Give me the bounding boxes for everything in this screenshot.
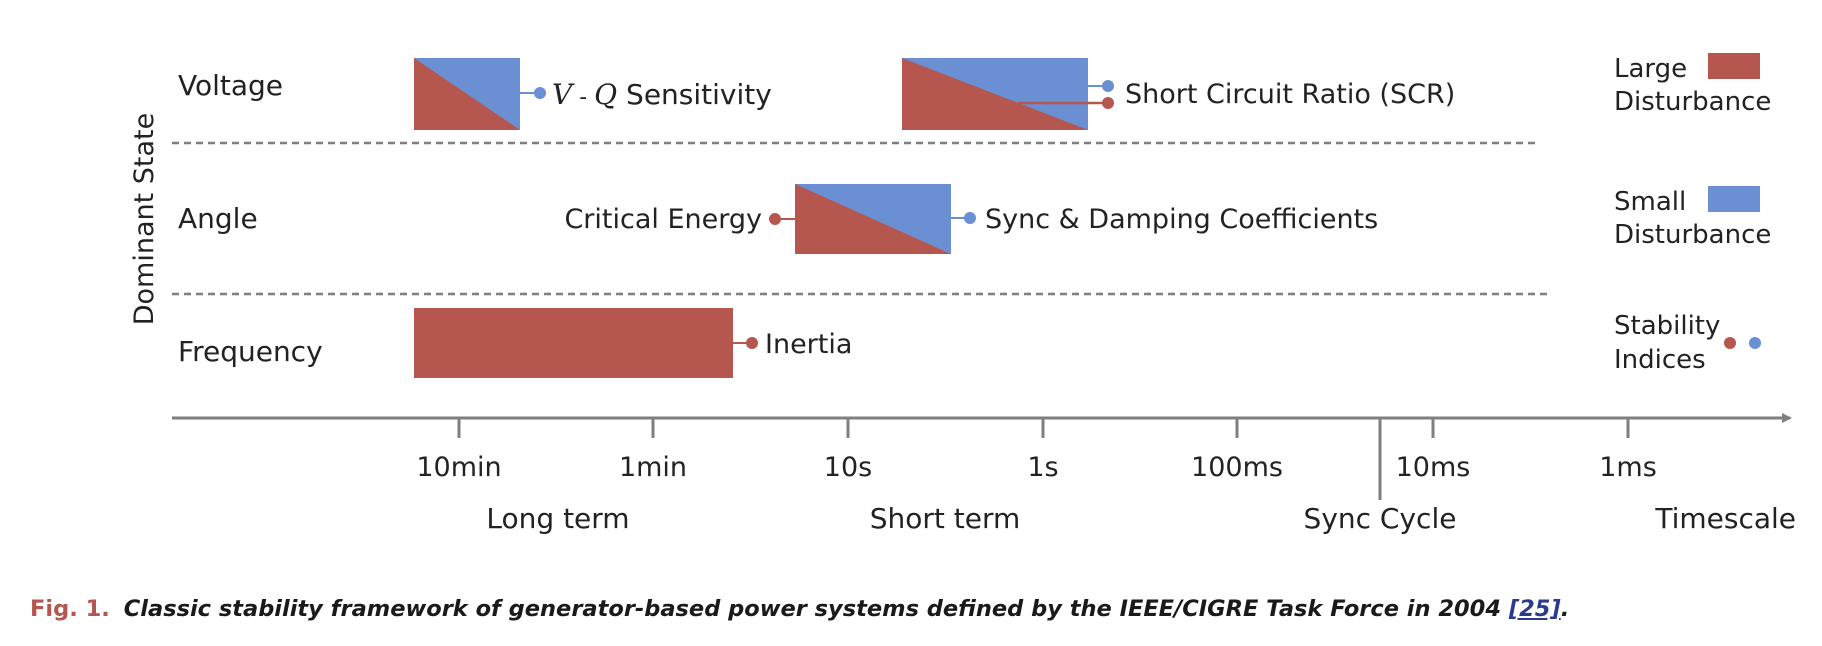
voltage-vq-box [414, 58, 520, 130]
tick-label-10ms: 10ms [1396, 452, 1471, 483]
critical-energy-label: Critical Energy [564, 204, 762, 235]
legend-stability-dot-large [1724, 337, 1736, 349]
voltage-scr-box [902, 58, 1088, 130]
scr-label: Short Circuit Ratio (SCR) [1125, 79, 1455, 110]
tick-label-1ms: 1ms [1599, 452, 1657, 483]
legend-large-swatch [1708, 53, 1760, 79]
sync-damping-dot [964, 212, 976, 224]
tick-labels: 10min 1min 10s 1s 100ms 10ms 1ms [416, 452, 1656, 483]
region-short-term: Short term [870, 502, 1021, 535]
tick-label-1min: 1min [619, 452, 687, 483]
tick-label-1s: 1s [1027, 452, 1058, 483]
legend-stability-line1: Stability [1614, 311, 1720, 341]
caption-reference-link[interactable]: [25] [1508, 596, 1561, 622]
sync-damping-label: Sync & Damping Coefficients [985, 204, 1378, 235]
stability-framework-diagram: Dominant State Voltage Angle Frequency V… [129, 53, 1796, 535]
legend-large-line1: Large [1614, 54, 1687, 84]
axis-ticks [457, 418, 1630, 438]
legend-stability-dot-small [1749, 337, 1761, 349]
angle-box [795, 184, 951, 254]
figure-caption: Fig. 1. Classic stability framework of ge… [30, 596, 1810, 622]
legend-small-swatch [1708, 186, 1760, 212]
sync-cycle-label: Sync Cycle [1304, 502, 1457, 535]
legend-small-line2: Disturbance [1614, 220, 1771, 250]
scr-index-dot-large [1102, 97, 1114, 109]
row-label-angle: Angle [178, 202, 258, 235]
y-axis-label: Dominant State [129, 113, 160, 326]
timescale-axis-label: Timescale [1654, 502, 1796, 535]
tick-label-10min: 10min [416, 452, 501, 483]
tick-label-100ms: 100ms [1191, 452, 1283, 483]
inertia-dot [746, 337, 758, 349]
region-long-term: Long term [486, 502, 629, 535]
tick-label-10s: 10s [824, 452, 872, 483]
legend-large-line2: Disturbance [1614, 87, 1771, 117]
caption-end: . [1560, 596, 1570, 622]
row-label-voltage: Voltage [178, 69, 283, 102]
inertia-label: Inertia [765, 329, 852, 360]
legend: Large Disturbance Small Disturbance Stab… [1614, 53, 1771, 375]
vq-index-dot [534, 87, 546, 99]
frequency-box [414, 308, 733, 378]
row-label-frequency: Frequency [178, 335, 323, 368]
scr-index-dot-small [1102, 80, 1114, 92]
legend-stability-line2: Indices [1614, 345, 1706, 375]
legend-small-line1: Small [1614, 187, 1686, 217]
caption-text: Classic stability framework of generator… [123, 596, 1509, 622]
caption-fig-label: Fig. 1. [30, 596, 110, 622]
vq-sensitivity-label: V - Q Sensitivity [552, 78, 772, 111]
